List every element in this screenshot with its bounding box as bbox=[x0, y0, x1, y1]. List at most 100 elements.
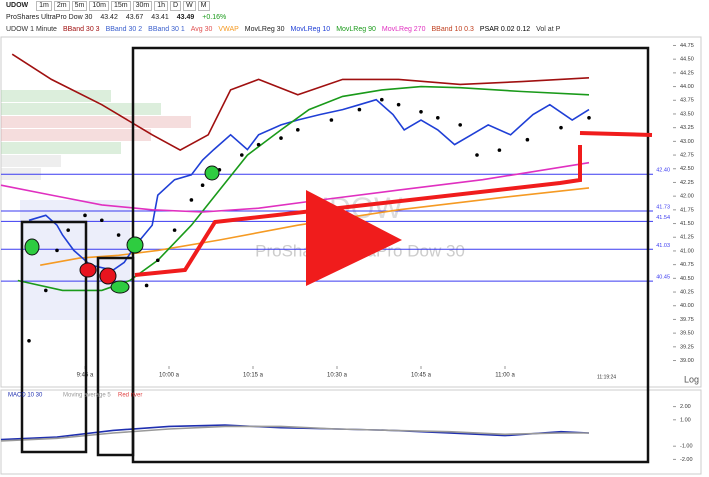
y-tick-label: 2.00 bbox=[680, 404, 691, 410]
psar-dot bbox=[156, 258, 160, 263]
y-tick-label: 42.75 bbox=[680, 153, 694, 159]
log-button[interactable]: Log bbox=[684, 374, 699, 384]
legend-entry[interactable]: BBand 30 2 bbox=[105, 26, 143, 33]
level-label: 40.45 bbox=[656, 275, 670, 281]
interval-button[interactable]: M bbox=[197, 1, 210, 11]
y-tick-label: 44.75 bbox=[680, 43, 694, 49]
toolbar: UDOW 1m 2m 5m 10m 15m 30m 1h D W M bbox=[6, 0, 218, 12]
series-line bbox=[0, 161, 590, 213]
volume-profile bbox=[1, 90, 191, 180]
indicator-panel bbox=[0, 389, 702, 475]
legend-entry[interactable]: VWAP bbox=[218, 26, 239, 33]
series-line bbox=[11, 53, 590, 152]
series-line bbox=[40, 187, 590, 266]
interval-button[interactable]: 10m bbox=[89, 1, 109, 11]
psar-dot bbox=[436, 116, 440, 120]
interval-button[interactable]: D bbox=[170, 1, 182, 11]
y-tick-label: 39.00 bbox=[680, 358, 694, 364]
y-tick-label: 42.25 bbox=[680, 180, 694, 186]
y-tick-label: 42.00 bbox=[680, 194, 694, 200]
y-tick-label: 41.00 bbox=[680, 248, 694, 254]
psar-dot bbox=[559, 125, 563, 130]
legend: UDOW 1 Minute BBand 30 3 BBand 30 2 BBand 3… bbox=[6, 24, 566, 36]
interval-button[interactable]: 1m bbox=[36, 1, 52, 11]
quote-change: +0.16% bbox=[202, 14, 227, 21]
y-tick-label: 39.25 bbox=[680, 344, 694, 350]
legend-entry[interactable]: PSAR 0.02 0.12 bbox=[479, 26, 531, 33]
y-tick-label: -1.00 bbox=[680, 444, 693, 450]
quote: ProShares UltraPro Dow 30 43.42 43.67 43… bbox=[6, 12, 232, 24]
legend-entry[interactable]: MovLReg 90 bbox=[336, 26, 376, 33]
psar-dot bbox=[396, 102, 401, 107]
legend-entry[interactable]: Avg 30 bbox=[190, 26, 213, 33]
annotations bbox=[20, 46, 653, 464]
y-tick-label: 41.25 bbox=[680, 235, 694, 241]
psar-dot bbox=[357, 107, 362, 112]
x-tick-label: 10:15 a bbox=[243, 373, 264, 379]
interval-button[interactable]: 15m bbox=[110, 1, 131, 11]
y-tick-label: 43.75 bbox=[680, 98, 694, 104]
y-tick-label: 39.50 bbox=[680, 331, 694, 337]
psar-dot bbox=[458, 123, 463, 127]
psar-dot bbox=[525, 137, 530, 142]
y-tick-label: 43.50 bbox=[680, 111, 694, 117]
y-tick-label: 43.00 bbox=[680, 139, 694, 145]
y-tick-label: 40.50 bbox=[680, 276, 694, 282]
y-tick-label: 44.25 bbox=[680, 70, 694, 76]
level-label: 42.40 bbox=[656, 168, 670, 174]
quote-high: 43.67 bbox=[125, 14, 144, 21]
price-panel bbox=[0, 36, 702, 388]
level-label: 41.03 bbox=[656, 243, 670, 249]
psar-dot bbox=[279, 136, 283, 140]
y-tick-label: -2.00 bbox=[680, 457, 693, 463]
psar-dot bbox=[380, 97, 384, 102]
symbol[interactable]: UDOW bbox=[6, 2, 29, 9]
psar-dot bbox=[475, 153, 479, 157]
y-tick-label: 41.75 bbox=[680, 207, 694, 213]
legend-entry[interactable]: BBand 10 0.3 bbox=[431, 26, 474, 33]
psar-dot bbox=[296, 128, 300, 132]
legend-entry: Moving average 5 bbox=[63, 393, 111, 399]
intervals: 1m 2m 5m 10m 15m 30m 1h D W M bbox=[36, 1, 211, 11]
psar-dot bbox=[189, 198, 194, 202]
psar-dot bbox=[240, 153, 244, 157]
psar-dot bbox=[55, 248, 59, 253]
x-tick-label: 10:00 a bbox=[159, 373, 180, 379]
legend-entry: MACD 10 30 bbox=[8, 393, 43, 399]
interval-button[interactable]: 30m bbox=[132, 1, 153, 11]
last-time: 11:19:24 bbox=[597, 374, 616, 380]
psar-dot bbox=[329, 118, 334, 122]
psar-dot bbox=[44, 288, 48, 293]
level-label: 41.73 bbox=[656, 204, 670, 210]
y-tick-label: 40.00 bbox=[680, 303, 694, 309]
y-tick-label: 40.75 bbox=[680, 262, 694, 268]
y-tick-label: 40.25 bbox=[680, 289, 694, 295]
interval-button[interactable]: 2m bbox=[53, 1, 70, 11]
psar-dot bbox=[27, 338, 31, 343]
legend-entry[interactable]: Vol at P bbox=[536, 26, 561, 33]
level-label: 41.54 bbox=[656, 215, 670, 221]
interval-button[interactable]: 1h bbox=[154, 1, 168, 11]
psar-dot bbox=[172, 228, 177, 232]
psar-dot bbox=[66, 228, 70, 232]
psar-dot bbox=[497, 148, 502, 152]
y-tick-label: 1.00 bbox=[680, 417, 691, 423]
interval-button[interactable]: W bbox=[183, 1, 196, 11]
psar-dot bbox=[587, 116, 591, 120]
x-tick-label: 11:00 a bbox=[495, 373, 515, 379]
legend-entry[interactable]: BBand 30 1 bbox=[148, 26, 185, 33]
psar-dot bbox=[144, 283, 149, 288]
psar-dot bbox=[200, 183, 205, 187]
legend-entry[interactable]: MovLReg 10 bbox=[290, 26, 331, 33]
legend-entry[interactable]: MovLReg 270 bbox=[381, 26, 426, 33]
psar-dot bbox=[256, 142, 261, 147]
quote-name: ProShares UltraPro Dow 30 bbox=[6, 14, 93, 21]
interval-button[interactable]: 5m bbox=[71, 1, 88, 11]
legend-entry[interactable]: UDOW 1 Minute bbox=[6, 26, 57, 33]
plot: 39.00 39.25 39.50 39.75 40.00 40.25 40.50 40.75… bbox=[0, 43, 694, 463]
legend-entry[interactable]: BBand 30 3 bbox=[62, 26, 100, 33]
psar-dot bbox=[419, 109, 423, 114]
legend-entry[interactable]: MovLReg 30 bbox=[244, 26, 285, 33]
quote-open: 43.42 bbox=[100, 14, 118, 21]
